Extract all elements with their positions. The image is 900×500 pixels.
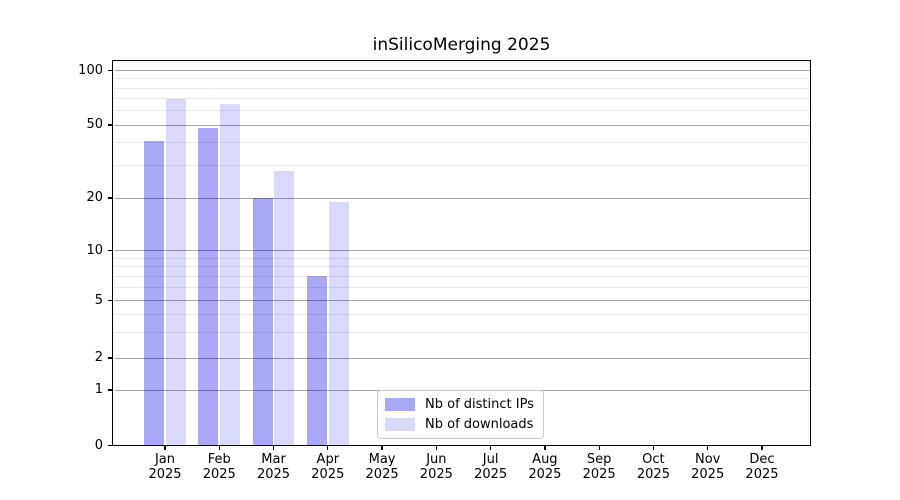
y-gridline-minor [113,257,810,259]
y-tick-label: 0 [94,437,103,453]
x-tick-mark [652,445,655,450]
legend-item-distinct-ips: Nb of distinct IPs [385,398,535,411]
x-tick-label: Mar 2025 [244,452,304,482]
legend: Nb of distinct IPs Nb of downloads [377,390,544,439]
bar-downloads [328,201,349,445]
y-tick-label: 100 [78,62,103,78]
y-gridline-major [113,197,810,199]
x-tick-year: 2025 [202,466,236,482]
x-tick-label: Feb 2025 [189,452,249,482]
x-tick-label: Dec 2025 [732,452,792,482]
x-tick-mark [544,445,546,450]
y-gridline-minor [113,87,810,89]
y-gridline-minor [113,110,810,112]
x-tick-label: Nov 2025 [678,452,738,482]
x-tick-label: Sep 2025 [569,452,629,482]
bar-downloads [274,171,295,445]
x-tick-month: Jan [154,452,176,467]
x-tick-mark [327,445,329,450]
x-tick-year: 2025 [691,466,725,482]
bar-distinct-ips [252,198,273,445]
x-tick-label: Oct 2025 [623,452,683,482]
x-tick-year: 2025 [311,466,345,482]
y-tick-mark [107,69,113,72]
y-tick-label: 5 [94,292,103,308]
x-tick-month: Aug [532,452,558,467]
y-gridline-minor [113,142,810,144]
y-gridline-minor [113,286,810,288]
y-tick-mark [107,299,113,302]
x-tick-year: 2025 [419,466,453,482]
x-tick-mark [381,445,383,450]
x-tick-year: 2025 [528,466,562,482]
x-tick-mark [598,445,600,450]
x-tick-label: Aug 2025 [515,452,575,482]
x-tick-label: Apr 2025 [298,452,358,482]
x-tick-mark [435,445,437,450]
chart-title: inSilicoMerging 2025 [372,35,551,55]
y-tick-mark [107,444,113,447]
x-tick-label: May 2025 [352,452,412,482]
bar-distinct-ips [307,276,327,445]
x-tick-mark [707,445,709,450]
y-gridline-minor [113,314,810,315]
y-gridline-minor [113,78,810,80]
y-tick-label: 50 [86,117,103,132]
x-tick-mark [489,445,492,450]
y-tick-label: 2 [94,350,103,365]
y-tick-mark [107,249,113,252]
legend-item-downloads: Nb of downloads [385,418,535,431]
y-tick-label: 20 [86,190,103,205]
x-tick-month: May [368,452,396,467]
x-tick-month: Sep [586,452,612,467]
y-gridline-major [113,300,810,301]
y-gridline-minor [113,98,810,100]
y-tick-mark [107,389,113,391]
y-gridline-major [113,250,810,251]
x-tick-year: 2025 [256,466,291,482]
bar-downloads [220,104,241,445]
x-tick-label: Jun 2025 [406,452,466,482]
bar-distinct-ips [198,128,219,445]
y-gridline-minor [113,266,810,268]
y-tick-label: 10 [86,242,103,258]
x-tick-year: 2025 [745,466,779,482]
legend-swatch-downloads [385,418,415,431]
y-tick-mark [107,357,113,359]
x-tick-year: 2025 [636,466,670,482]
x-tick-month: Feb [207,452,231,467]
legend-label-distinct-ips: Nb of distinct IPs [425,397,534,412]
x-tick-month: Oct [642,452,665,467]
y-gridline-major [113,124,810,126]
x-tick-month: Nov [695,452,721,467]
bar-downloads [165,98,186,445]
y-tick-mark [107,124,113,126]
x-tick-mark [164,445,166,450]
x-tick-year: 2025 [474,466,508,482]
x-tick-month: Jun [426,452,447,467]
x-tick-label: Jul 2025 [461,452,521,482]
y-gridline-minor [113,332,810,334]
x-tick-year: 2025 [582,466,616,482]
x-tick-month: Jul [482,452,499,467]
y-gridline-major [113,357,810,359]
x-tick-year: 2025 [365,466,399,482]
x-tick-year: 2025 [148,466,182,482]
x-tick-month: Apr [316,452,340,467]
y-tick-label: 1 [94,382,103,397]
y-gridline-major [113,70,810,71]
x-tick-mark [218,445,220,450]
x-tick-mark [761,445,763,450]
bar-distinct-ips [144,140,165,445]
legend-label-downloads: Nb of downloads [425,417,534,432]
y-gridline-minor [113,275,810,277]
x-tick-label: Jan 2025 [135,452,195,482]
x-tick-mark [272,445,275,450]
y-gridline-minor [113,165,810,167]
x-tick-month: Dec [749,452,775,467]
y-tick-mark [107,197,113,199]
x-tick-month: Mar [261,452,286,467]
legend-swatch-distinct-ips [385,398,415,411]
